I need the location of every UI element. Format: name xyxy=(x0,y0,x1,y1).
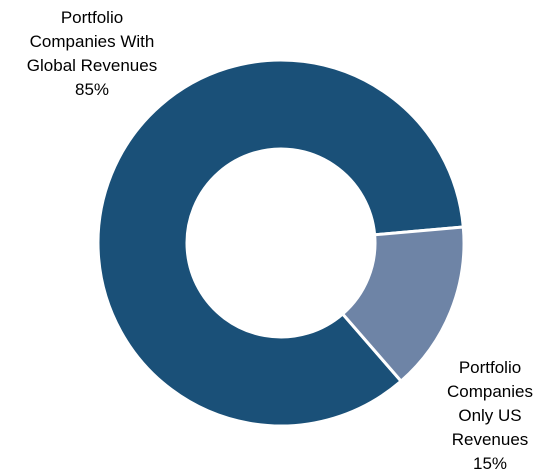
slice-label: Portfolio Companies Only US Revenues 15% xyxy=(441,356,539,475)
value-label: 15% xyxy=(472,454,508,473)
value-label: 85% xyxy=(74,80,110,99)
donut-slice xyxy=(340,225,466,384)
category-label: Portfolio Companies Only US Revenues xyxy=(447,358,533,449)
category-label: Portfolio Companies With Global Revenues xyxy=(26,8,158,75)
donut-slice xyxy=(96,58,465,428)
slice-label: Portfolio Companies With Global Revenues… xyxy=(19,6,165,102)
